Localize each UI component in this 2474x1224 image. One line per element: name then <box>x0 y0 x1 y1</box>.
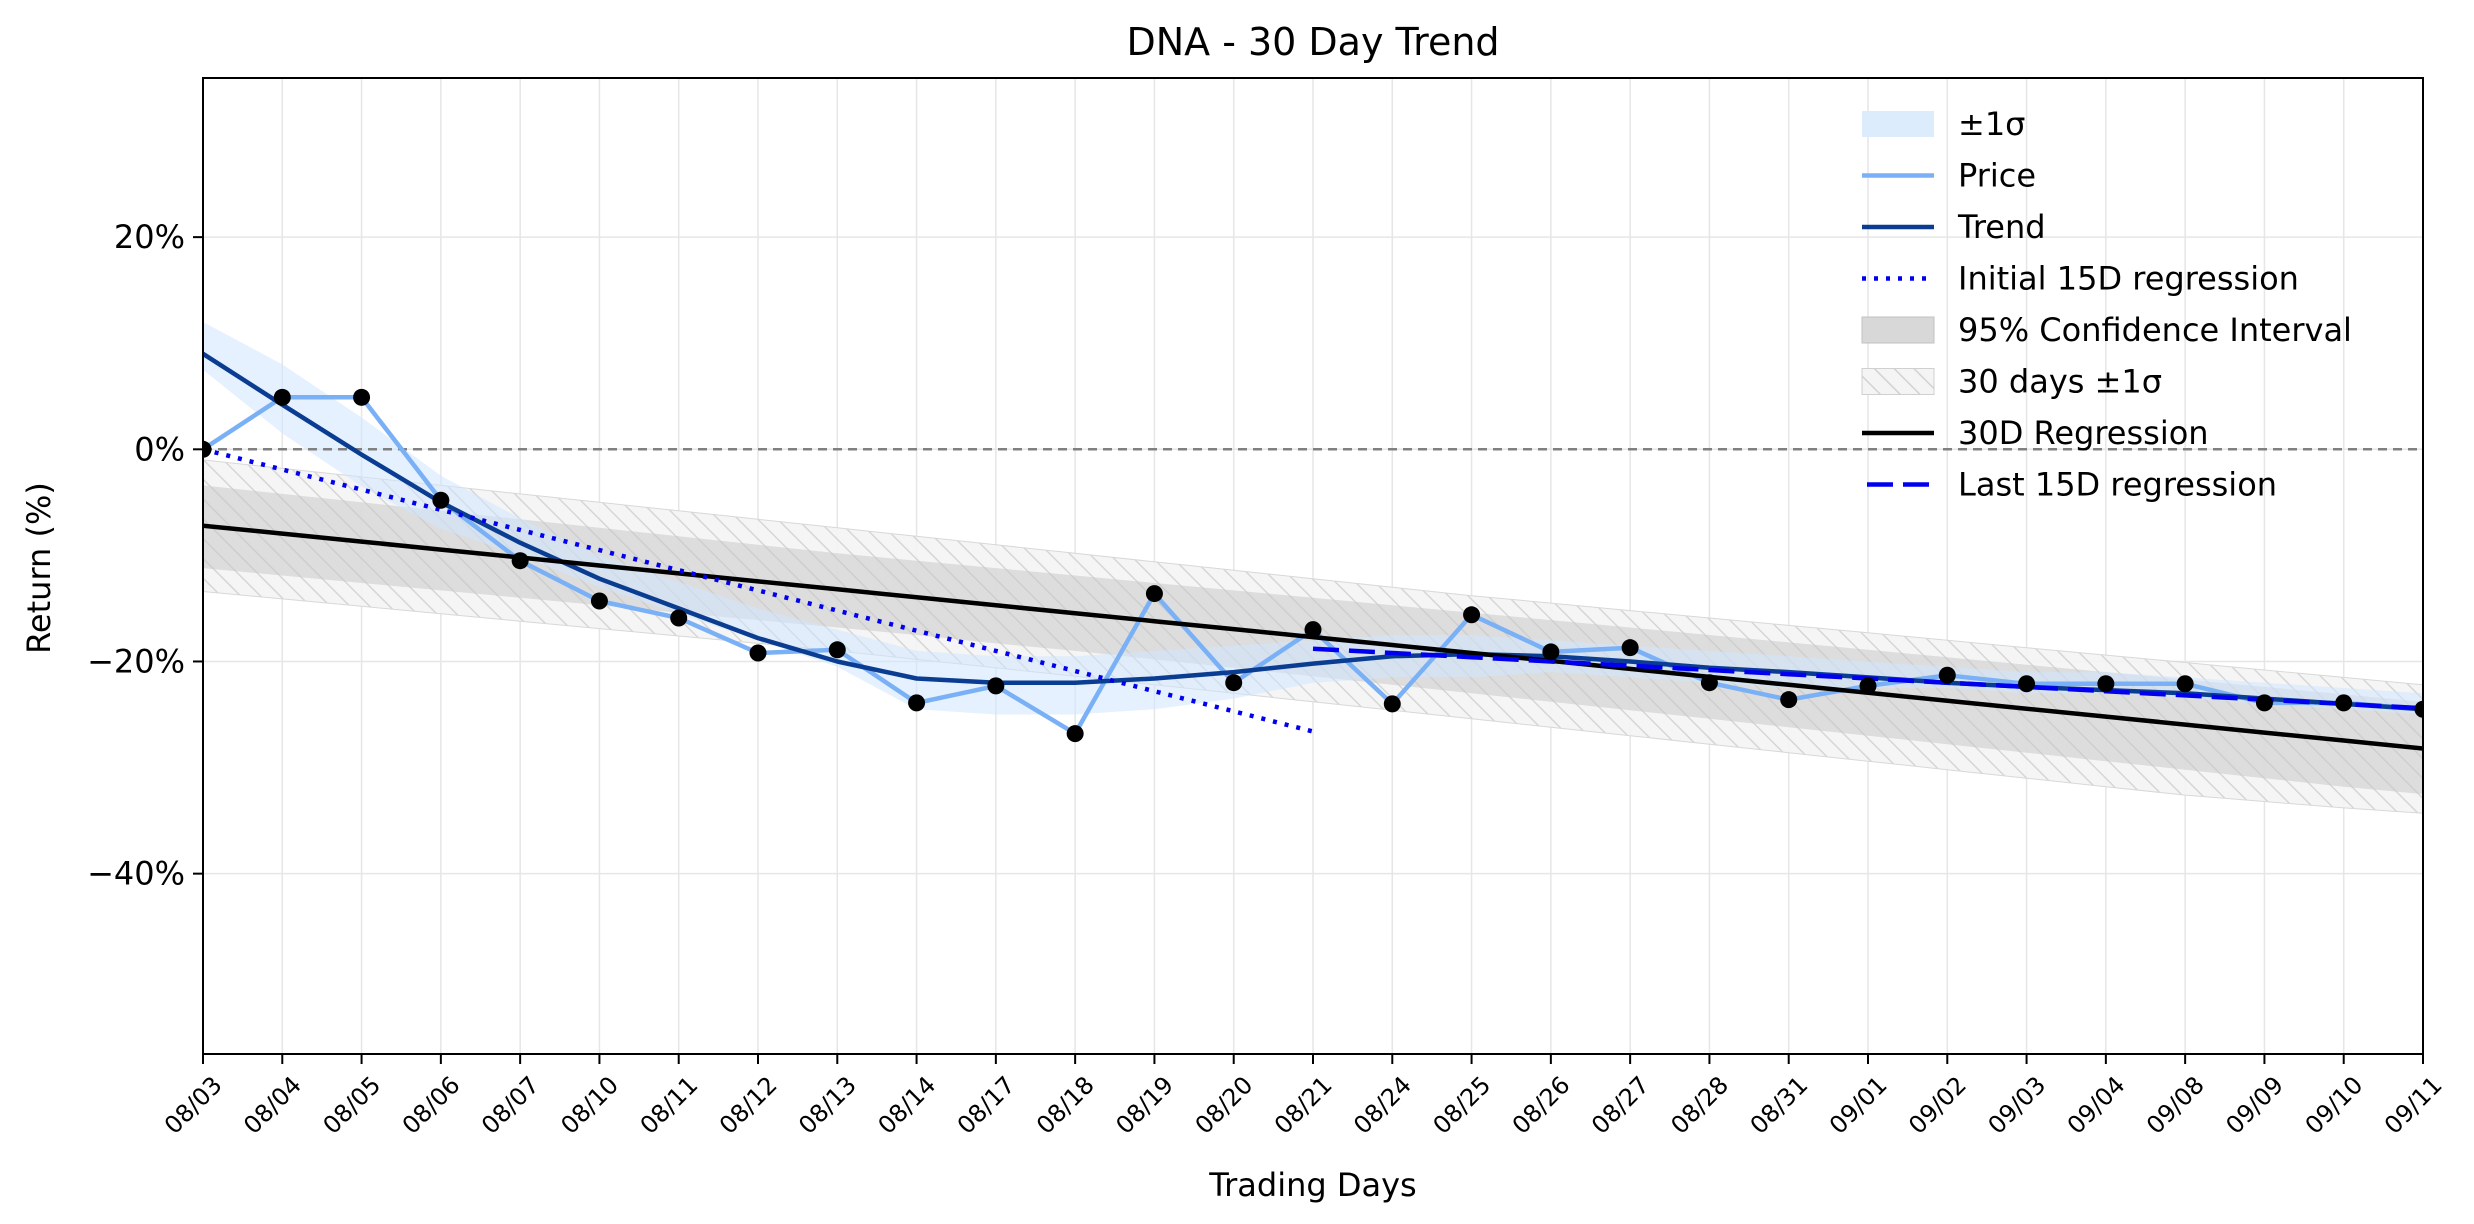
price-point <box>1463 606 1481 624</box>
y-axis: 20% 0% −20% −40% <box>87 218 203 893</box>
x-tick-label: 08/06 <box>397 1071 466 1140</box>
x-tick-label: 09/01 <box>1824 1071 1893 1140</box>
price-point <box>353 388 371 406</box>
x-tick-label: 08/18 <box>1031 1071 1100 1140</box>
price-point <box>2176 675 2194 693</box>
x-tick-label: 08/31 <box>1745 1071 1814 1140</box>
legend-label: 30 days ±1σ <box>1958 363 2162 401</box>
x-tick-label: 08/28 <box>1665 1071 1734 1140</box>
x-tick-label: 08/04 <box>238 1071 307 1140</box>
legend-swatch <box>1861 316 1935 344</box>
x-tick-label: 08/10 <box>555 1071 624 1140</box>
price-point <box>1066 725 1084 743</box>
y-tick-label: −20% <box>87 642 185 680</box>
price-point <box>1542 643 1560 661</box>
x-tick-label: 09/09 <box>2220 1071 2289 1140</box>
band--1- <box>203 322 2423 715</box>
price-point <box>1780 691 1798 709</box>
y-axis-label: Return (%) <box>20 482 58 654</box>
price-point <box>828 641 846 659</box>
x-tick-label: 09/10 <box>2300 1071 2369 1140</box>
legend: ±1σ Price Trend Initial 15D regression 95% C… <box>1861 105 2352 504</box>
legend-swatch <box>1861 368 1935 395</box>
price-point <box>1304 621 1322 639</box>
legend-label: 30D Regression <box>1958 414 2209 452</box>
y-tick-label: −40% <box>87 855 185 893</box>
price-point <box>432 491 450 509</box>
x-tick-label: 08/25 <box>1428 1071 1497 1140</box>
legend-label: Initial 15D regression <box>1958 260 2299 298</box>
price-point <box>987 677 1005 695</box>
x-tick-label: 08/20 <box>1190 1071 1259 1140</box>
price-point <box>670 609 688 627</box>
price-point <box>908 694 926 712</box>
band-95-confidence-interval <box>203 485 2423 795</box>
price-point <box>2097 675 2115 693</box>
price-point <box>2255 694 2273 712</box>
y-tick-label: 20% <box>114 218 185 256</box>
price-point <box>511 552 529 570</box>
x-tick-label: 08/12 <box>714 1071 783 1140</box>
x-tick-label: 09/04 <box>2062 1071 2131 1140</box>
x-tick-label: 08/11 <box>635 1071 704 1140</box>
x-axis-label: Trading Days <box>1208 1166 1416 1204</box>
chart-title: DNA - 30 Day Trend <box>1126 20 1499 64</box>
legend-label: ±1σ <box>1958 105 2025 143</box>
price-point <box>1145 585 1163 603</box>
x-tick-label: 08/27 <box>1586 1071 1655 1140</box>
y-tick-label: 0% <box>134 430 185 468</box>
x-tick-label: 08/05 <box>318 1071 387 1140</box>
x-tick-label: 08/24 <box>1348 1071 1417 1140</box>
x-tick-label: 09/02 <box>1903 1071 1972 1140</box>
price-point <box>1938 666 1956 684</box>
x-tick-label: 08/03 <box>159 1071 228 1140</box>
price-point <box>2414 700 2423 718</box>
price-point <box>203 440 212 458</box>
legend-label: Trend <box>1957 208 2046 246</box>
x-tick-label: 08/19 <box>1110 1071 1179 1140</box>
x-axis: 08/03 08/04 08/05 08/06 08/07 08/10 08/11 08/12… <box>159 1054 2448 1140</box>
x-tick-label: 09/11 <box>2379 1071 2448 1140</box>
price-point <box>749 644 767 662</box>
price-point <box>273 388 291 406</box>
x-tick-label: 09/03 <box>1983 1071 2052 1140</box>
legend-label: Price <box>1958 157 2036 195</box>
price-point <box>2335 694 2353 712</box>
price-point <box>590 592 608 610</box>
legend-label: 95% Confidence Interval <box>1958 311 2352 349</box>
x-tick-label: 08/17 <box>952 1071 1021 1140</box>
x-tick-label: 08/14 <box>873 1071 942 1140</box>
x-tick-label: 09/08 <box>2141 1071 2210 1140</box>
price-point <box>1700 674 1718 692</box>
x-tick-label: 08/21 <box>1269 1071 1338 1140</box>
price-point <box>2018 675 2036 693</box>
x-tick-label: 08/26 <box>1507 1071 1576 1140</box>
plot-area <box>203 322 2423 814</box>
legend-swatch <box>1862 111 1934 137</box>
x-tick-label: 08/07 <box>476 1071 545 1140</box>
price-point <box>1621 639 1639 657</box>
x-tick-label: 08/13 <box>793 1071 862 1140</box>
legend-label: Last 15D regression <box>1958 466 2277 504</box>
price-point <box>1859 677 1877 695</box>
price-point <box>1225 674 1243 692</box>
price-point <box>1383 695 1401 713</box>
